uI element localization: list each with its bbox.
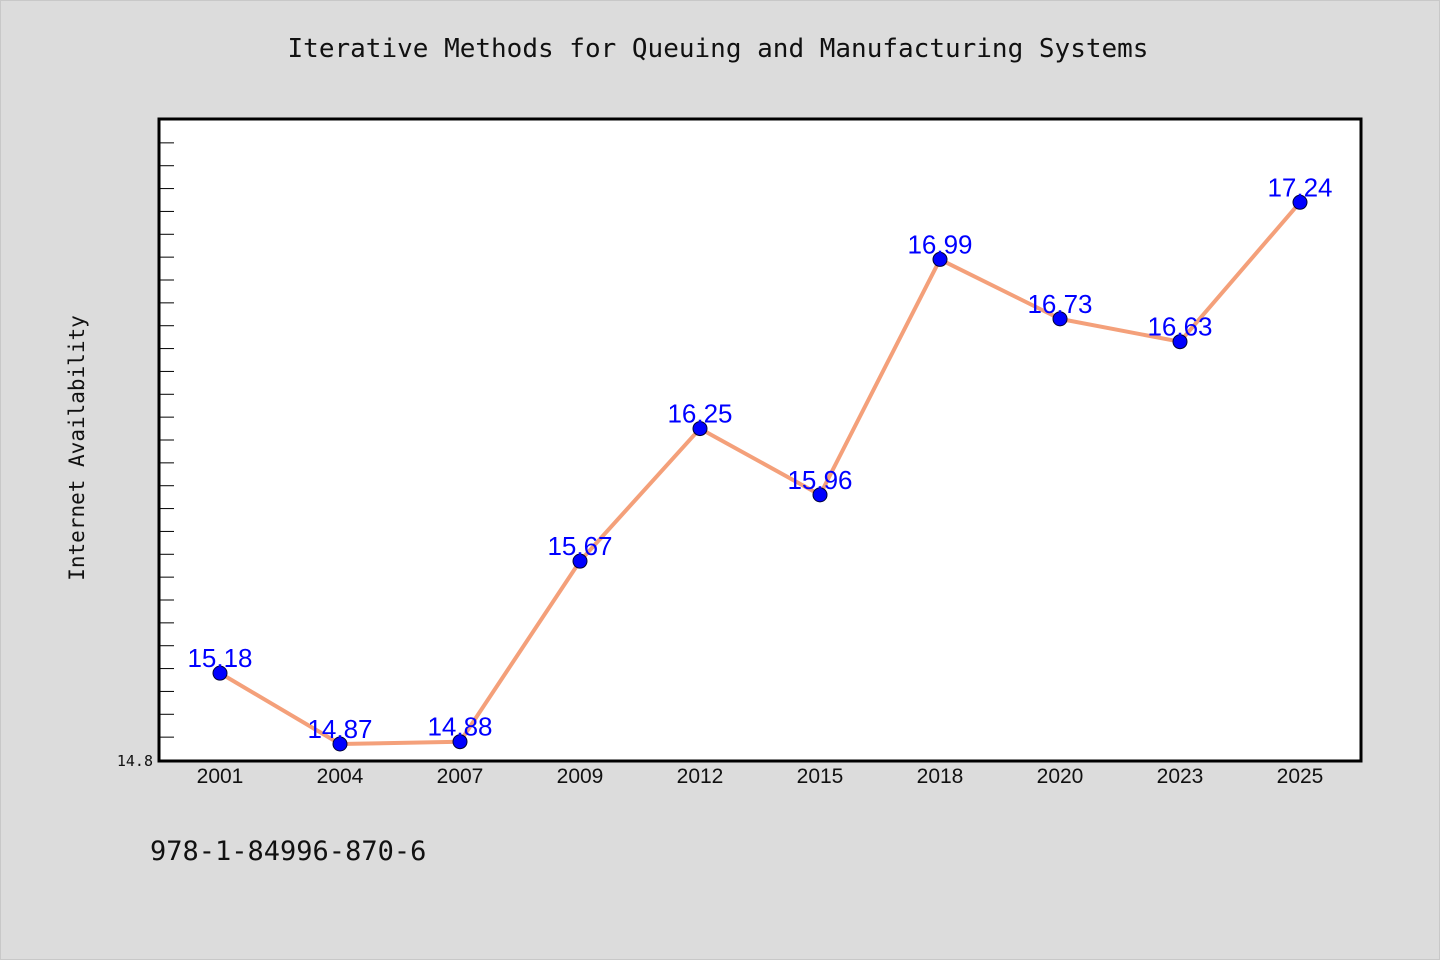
x-tick-label: 2012 <box>677 765 724 788</box>
data-label: 17.24 <box>1267 172 1332 202</box>
data-point <box>572 553 588 569</box>
x-tick-label: 2020 <box>1037 765 1084 788</box>
x-tick-label: 2025 <box>1277 765 1324 788</box>
data-point <box>1052 311 1068 327</box>
x-tick-label: 2023 <box>1157 765 1204 788</box>
x-tick-label: 2007 <box>437 765 484 788</box>
x-tick-label: 2004 <box>317 765 364 788</box>
isbn-text: 978-1-84996-870-6 <box>150 836 427 867</box>
data-point <box>1172 334 1188 350</box>
data-label: 16.63 <box>1147 312 1212 342</box>
plot-area <box>157 117 1363 763</box>
chart-title: Iterative Methods for Queuing and Manufa… <box>287 34 1149 64</box>
data-point <box>212 665 228 681</box>
data-label: 14.88 <box>427 712 492 742</box>
x-tick-label: 2009 <box>557 765 604 788</box>
data-point <box>1292 194 1308 210</box>
data-label: 14.87 <box>307 714 372 744</box>
x-tick-label: 2015 <box>797 765 844 788</box>
x-tick-label: 2001 <box>197 765 244 788</box>
data-point <box>932 251 948 267</box>
data-label: 15.96 <box>787 465 852 495</box>
data-point <box>452 734 468 750</box>
data-markers <box>212 194 1308 752</box>
data-label: 15.67 <box>547 531 612 561</box>
data-point <box>332 736 348 752</box>
series-line <box>218 200 1302 746</box>
data-label: 15.18 <box>187 643 252 673</box>
x-tick-label: 2018 <box>917 765 964 788</box>
data-point <box>692 421 708 437</box>
data-label: 16.73 <box>1027 289 1092 319</box>
y-min-label: 14.8 <box>117 752 153 770</box>
x-ticks: 2001 2004 2007 2009 2012 2015 2018 2020 2023 2025 <box>197 765 1324 788</box>
data-labels: 15.18 14.87 14.88 15.67 16.25 15.96 16.99 16.73… <box>187 172 1332 744</box>
y-ticks <box>160 142 174 738</box>
data-label: 16.99 <box>907 229 972 259</box>
data-label: 16.25 <box>667 399 732 429</box>
data-point <box>812 487 828 503</box>
